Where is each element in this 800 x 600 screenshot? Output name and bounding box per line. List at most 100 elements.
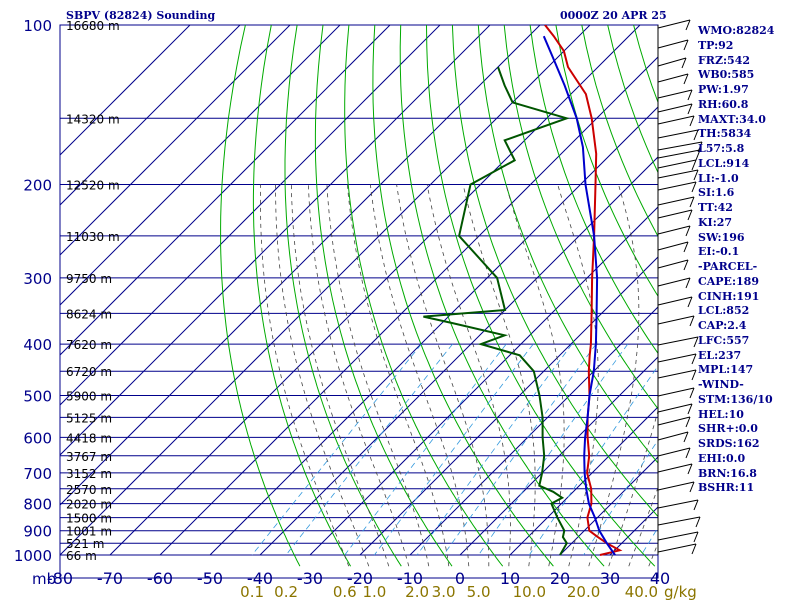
wind-barb-flag (695, 149, 701, 161)
height-label: 2570 m (66, 483, 112, 497)
moist-adiabat-line (275, 184, 370, 567)
wind-barb (657, 73, 689, 83)
dry-adiabat-line (314, 25, 453, 567)
wind-barb (657, 19, 691, 29)
height-label: 12520 m (66, 179, 120, 193)
index-item: SW:196 (698, 230, 745, 244)
pressure-tick-label: 100 (23, 17, 52, 35)
mixing-ratio-label: 0.6 (333, 583, 357, 600)
pressure-tick-label: 1000 (14, 547, 52, 565)
wind-barb (657, 315, 695, 325)
wind-barb (657, 416, 691, 426)
mixing-ratio-label: 20.0 (567, 583, 600, 600)
temperature-tick-label: 40 (650, 569, 670, 588)
wind-barb-flag (685, 416, 691, 428)
wind-barb (657, 403, 693, 413)
wind-barb (657, 169, 699, 179)
index-item: SRDS:162 (698, 437, 760, 450)
height-label: 8624 m (66, 307, 112, 321)
wind-barb-flag (693, 531, 699, 543)
temperature-tick-label: -60 (147, 569, 173, 588)
mixing-ratio-line (251, 343, 422, 556)
wind-barb-flag (691, 159, 697, 171)
height-label: 7620 m (66, 338, 112, 352)
wind-barb (657, 531, 699, 541)
wind-barb-flag (687, 463, 693, 475)
height-label: 2020 m (66, 498, 112, 512)
dry-adiabat-line (451, 25, 658, 518)
dry-adiabat-line (477, 25, 658, 464)
wind-barb-flag (687, 209, 693, 221)
index-item: L57:5.8 (698, 142, 745, 155)
wind-barb-flag (691, 543, 697, 555)
temperature-tick-label: -70 (97, 569, 123, 588)
wind-barb (657, 159, 697, 169)
mixing-ratio-line (416, 343, 573, 556)
index-item: LCL:914 (698, 156, 750, 170)
moist-adiabat-line (308, 184, 410, 567)
dry-adiabat-line (344, 25, 504, 567)
diagram-background (59, 24, 659, 579)
dry-adiabat-line (372, 25, 554, 567)
isotherm-line (159, 56, 658, 556)
index-item: WMO:82824 (698, 24, 775, 37)
index-item: EL:237 (698, 348, 742, 362)
wind-barb-flag (685, 225, 691, 237)
isotherm-line (60, 25, 291, 256)
dry-adiabat-line (220, 25, 301, 567)
wind-barb-flag (683, 259, 689, 271)
moist-adiabat-line (462, 184, 536, 567)
wind-barb (657, 336, 699, 346)
index-item: MPL:147 (698, 363, 754, 377)
wind-barb-flag (693, 336, 699, 348)
isotherm-line (60, 25, 441, 406)
index-item: KI:27 (698, 215, 733, 229)
moist-adiabat-line (291, 184, 390, 567)
wind-barb (657, 499, 699, 509)
moist-adiabat-line (259, 184, 350, 567)
wind-barb (657, 115, 695, 125)
height-label: 14320 m (66, 112, 120, 126)
isotherm-line (359, 256, 658, 556)
index-item: -WIND- (698, 378, 744, 391)
wind-barb (657, 481, 695, 491)
wind-barb-flag (691, 181, 697, 193)
wind-barb (657, 296, 693, 306)
wind-barb (657, 447, 691, 457)
wind-barb-flag (685, 19, 691, 31)
index-item: CAP:2.4 (698, 319, 747, 332)
wind-barb (657, 241, 689, 251)
wind-barb-flag (687, 103, 693, 115)
wind-barb (657, 103, 693, 113)
index-item: CINH:191 (698, 289, 760, 303)
pressure-tick-label: 700 (23, 465, 52, 483)
mixing-ratio-label: 3.0 (432, 583, 456, 600)
pressure-tick-label: 300 (23, 270, 52, 288)
index-item: EHI:0.0 (698, 451, 746, 465)
height-label: 4418 m (66, 431, 112, 445)
wind-barb-flag (687, 296, 693, 308)
wind-barb (657, 39, 689, 49)
wind-barb (657, 57, 687, 67)
wind-barb (657, 89, 693, 99)
index-item: TP:92 (698, 38, 734, 52)
wind-barb (657, 225, 691, 235)
wind-barb (657, 387, 695, 397)
dry-adiabat-line (426, 25, 656, 567)
moist-adiabat-line (505, 184, 565, 567)
height-label: 5900 m (66, 390, 112, 404)
wind-barb-flag (693, 129, 699, 141)
wind-barb-flag (695, 516, 701, 528)
moist-adiabat-line (608, 409, 658, 567)
index-item: TH:5834 (698, 127, 752, 141)
index-item: LCL:852 (698, 304, 750, 318)
wind-barb-flag (689, 115, 695, 127)
mixing-ratio-label: 0.1 (240, 583, 264, 600)
isotherm-line (60, 25, 491, 456)
wind-barb (657, 129, 699, 139)
wind-barbs (657, 19, 703, 555)
moist-adiabat-line (628, 486, 658, 567)
wind-barb (657, 181, 697, 191)
dry-adiabat-line (555, 25, 658, 298)
